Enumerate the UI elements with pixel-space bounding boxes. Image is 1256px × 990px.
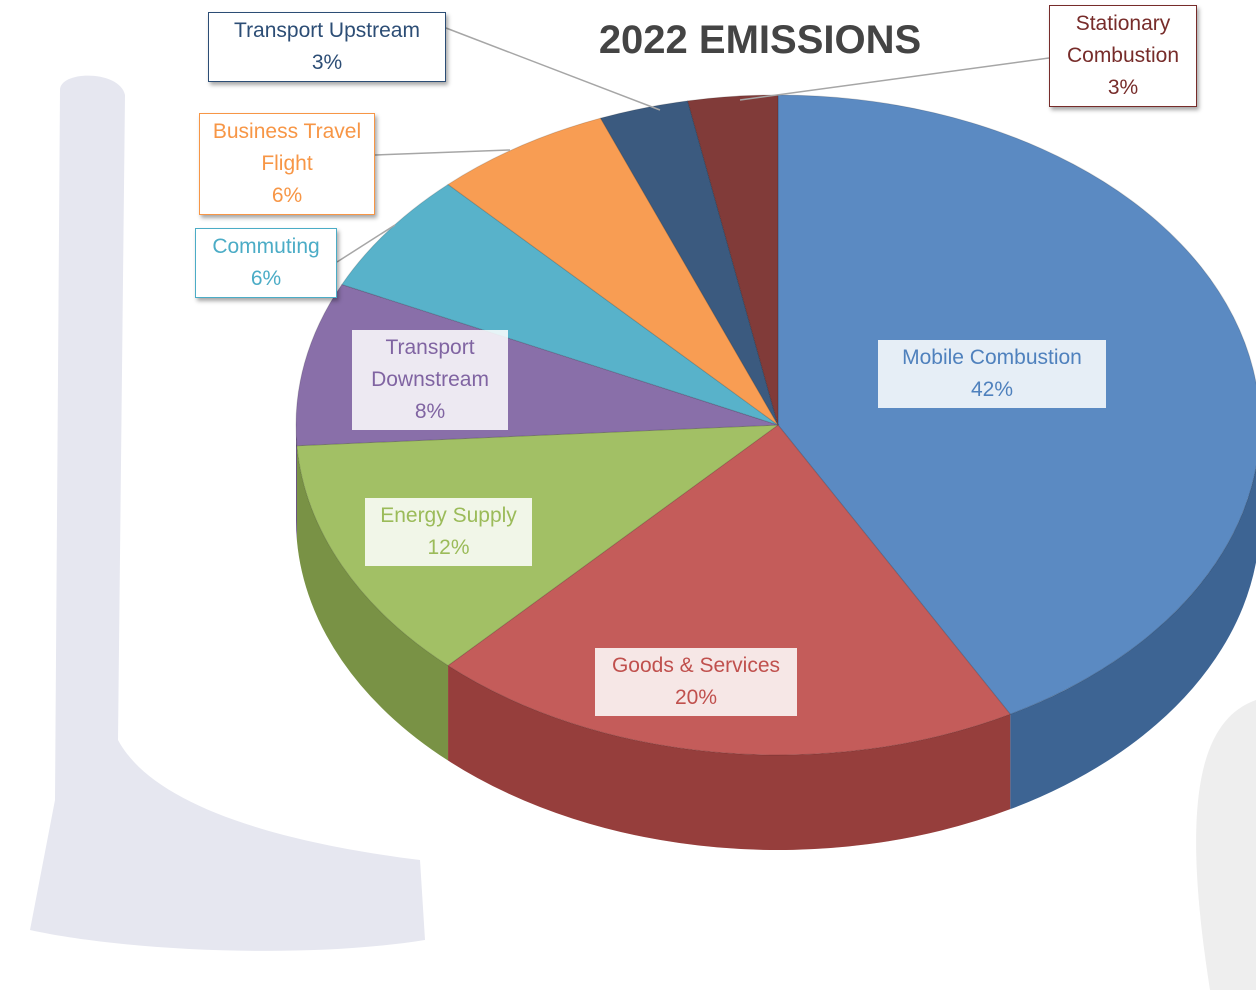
pie-side-shade bbox=[1010, 466, 1256, 810]
value-label: 42% bbox=[970, 378, 1014, 401]
category-label: Transport Downstream bbox=[371, 336, 489, 391]
pie-slice bbox=[599, 100, 779, 426]
category-label: Business Travel Flight bbox=[212, 120, 362, 175]
category-label: Energy Supply bbox=[380, 504, 517, 527]
value-label: 3% bbox=[1107, 76, 1139, 99]
data-label: Transport Downstream 8% bbox=[352, 330, 508, 430]
pie-side-shade bbox=[448, 665, 1011, 850]
leader-line bbox=[374, 149, 511, 156]
value-label: 6% bbox=[271, 184, 303, 207]
data-label: Energy Supply 12% bbox=[365, 498, 532, 566]
data-label: Business Travel Flight 6% bbox=[199, 113, 375, 215]
pie-side bbox=[448, 665, 1011, 850]
leader-line bbox=[445, 27, 661, 111]
category-label: Transport Upstream bbox=[234, 19, 420, 42]
category-label: Goods & Services bbox=[611, 654, 781, 677]
pie-side-shade bbox=[296, 425, 297, 541]
pie-side bbox=[1010, 466, 1256, 810]
category-label: Stationary Combustion bbox=[1066, 12, 1180, 67]
decoration bbox=[1196, 700, 1256, 990]
data-label: Stationary Combustion 3% bbox=[1049, 5, 1197, 107]
value-label: 20% bbox=[674, 686, 718, 709]
data-label: Commuting 6% bbox=[195, 228, 337, 298]
data-label: Mobile Combustion 42% bbox=[878, 340, 1106, 408]
value-label: 8% bbox=[414, 400, 446, 423]
value-label: 3% bbox=[311, 51, 343, 74]
chart-title: 2022 EMISSIONS bbox=[598, 18, 922, 62]
leader-line bbox=[739, 57, 1050, 101]
pie-slice bbox=[447, 117, 779, 426]
data-label: Goods & Services 20% bbox=[595, 648, 797, 716]
value-label: 12% bbox=[427, 536, 470, 559]
value-label: 6% bbox=[250, 267, 282, 290]
pie-side-shade bbox=[296, 445, 449, 761]
category-label: Commuting bbox=[212, 235, 320, 258]
pie-slice bbox=[296, 424, 780, 667]
pie-side bbox=[296, 425, 297, 541]
pie-slice bbox=[341, 183, 779, 426]
category-label: Mobile Combustion bbox=[902, 346, 1082, 369]
data-label: Transport Upstream 3% bbox=[208, 12, 446, 82]
pie-side bbox=[296, 445, 449, 761]
pie-slice bbox=[447, 424, 1012, 756]
leader-line bbox=[336, 224, 396, 263]
decoration bbox=[30, 75, 425, 951]
